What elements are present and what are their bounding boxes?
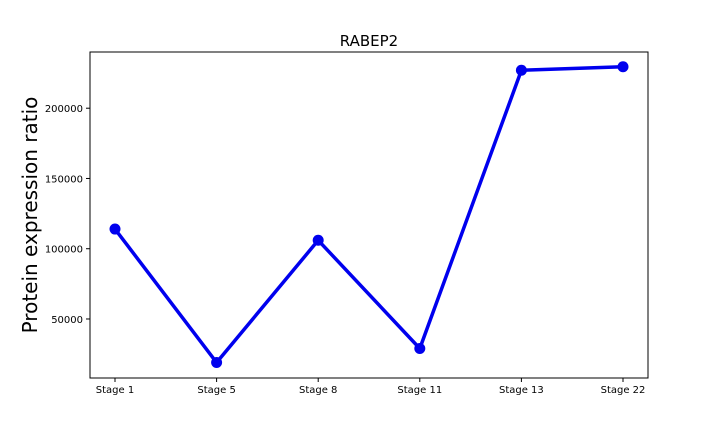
y-axis-label: Protein expression ratio <box>18 97 42 334</box>
series-line <box>113 65 625 365</box>
chart-title: RABEP2 <box>340 32 398 50</box>
data-point <box>109 223 121 235</box>
y-tick-label: 50000 <box>51 315 83 326</box>
y-tick-label: 150000 <box>45 174 83 185</box>
y-axis-ticks: 50000 100000 150000 200000 <box>45 104 90 326</box>
plot-frame <box>89 51 649 379</box>
x-tick-label: Stage 1 <box>96 385 134 396</box>
x-tick-label: Stage 5 <box>197 385 235 396</box>
x-tick-label: Stage 8 <box>299 385 337 396</box>
series-group <box>109 61 629 369</box>
data-point <box>312 234 324 246</box>
data-point <box>515 64 527 76</box>
data-point <box>211 357 223 369</box>
data-point <box>617 61 629 73</box>
x-tick-label: Stage 11 <box>397 385 442 396</box>
data-point <box>414 342 426 354</box>
x-axis-ticks: Stage 1 Stage 5 Stage 8 Stage 11 Stage 13 Sta… <box>96 378 646 396</box>
y-tick-label: 100000 <box>45 245 83 256</box>
x-tick-label: Stage 13 <box>499 385 544 396</box>
x-tick-label: Stage 22 <box>601 385 646 396</box>
y-tick-label: 200000 <box>45 104 83 115</box>
